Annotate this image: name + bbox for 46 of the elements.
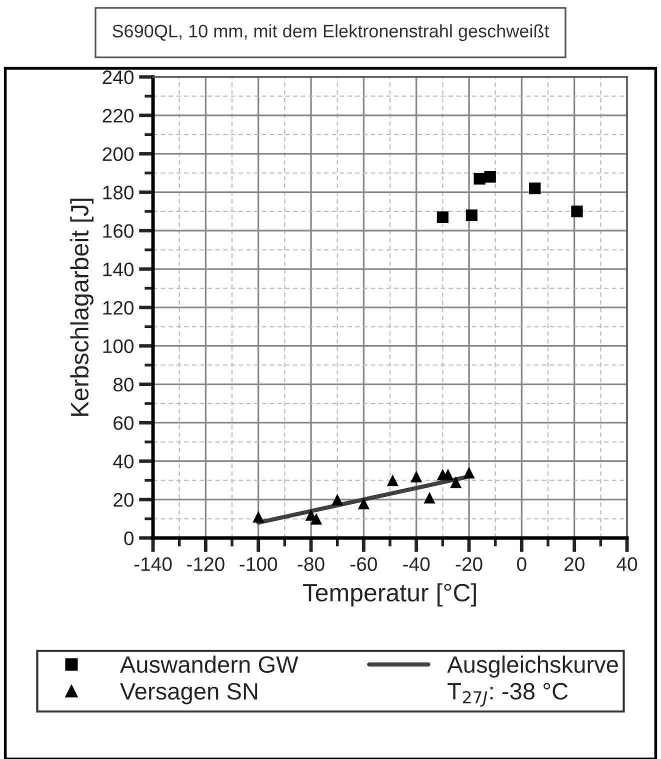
text: T$_{27J}$: -38 °C: [448, 682, 568, 707]
x-tick-label: -40: [403, 557, 430, 572]
y-tick-label: 0: [124, 531, 134, 546]
point: [386, 474, 398, 486]
point: [310, 512, 322, 525]
point: [474, 172, 486, 185]
y-tick-label: 100: [103, 339, 134, 354]
point: [463, 466, 475, 478]
y-tick-label: 80: [113, 378, 134, 392]
point: [529, 182, 541, 194]
x-tick-label: -60: [350, 557, 377, 572]
x-tick-label: -140: [134, 557, 172, 572]
point: [410, 470, 422, 482]
y-tick-label: 180: [103, 186, 134, 200]
legend-label: Versagen SN: [120, 682, 258, 704]
x-tick-label: -80: [298, 557, 324, 572]
y-tick-label: 60: [114, 416, 134, 430]
point: [484, 171, 496, 183]
point: [424, 492, 436, 504]
x-tick-label: 0: [517, 557, 526, 572]
y-axis-title: Kerbschlagarbeit [J]: [70, 198, 94, 416]
x-tick-label: -100: [240, 557, 278, 572]
legend-label: Auswandern GW: [120, 656, 298, 673]
y-tick-label: 160: [103, 224, 134, 238]
point: [442, 468, 454, 480]
y-tick-label: 140: [103, 262, 134, 276]
point: [252, 511, 264, 523]
x-tick-label: -120: [187, 557, 224, 572]
x-tick-label: 20: [564, 557, 584, 572]
point: [571, 206, 583, 218]
point: [436, 211, 448, 223]
y-tick-label: 20: [114, 493, 134, 507]
y-tick-label: 220: [102, 108, 134, 123]
legend-label: Ausgleichskurve: [447, 656, 618, 678]
x-tick-label: 40: [616, 557, 638, 572]
point: [332, 494, 344, 506]
x-axis-title: Temperatur [°C]: [302, 583, 476, 606]
point: [358, 498, 370, 510]
y-tick-label: 40: [113, 454, 134, 468]
y-tick-label: 120: [103, 300, 134, 315]
chart-title: S690QL, 10 mm, mit dem Elektronenstrahl geschweißt: [112, 24, 550, 42]
y-tick-label: 200: [102, 147, 134, 162]
x-tick-label: -20: [456, 557, 482, 572]
point: [466, 209, 478, 222]
point: [450, 476, 462, 488]
y-tick-label: 240: [102, 70, 134, 84]
